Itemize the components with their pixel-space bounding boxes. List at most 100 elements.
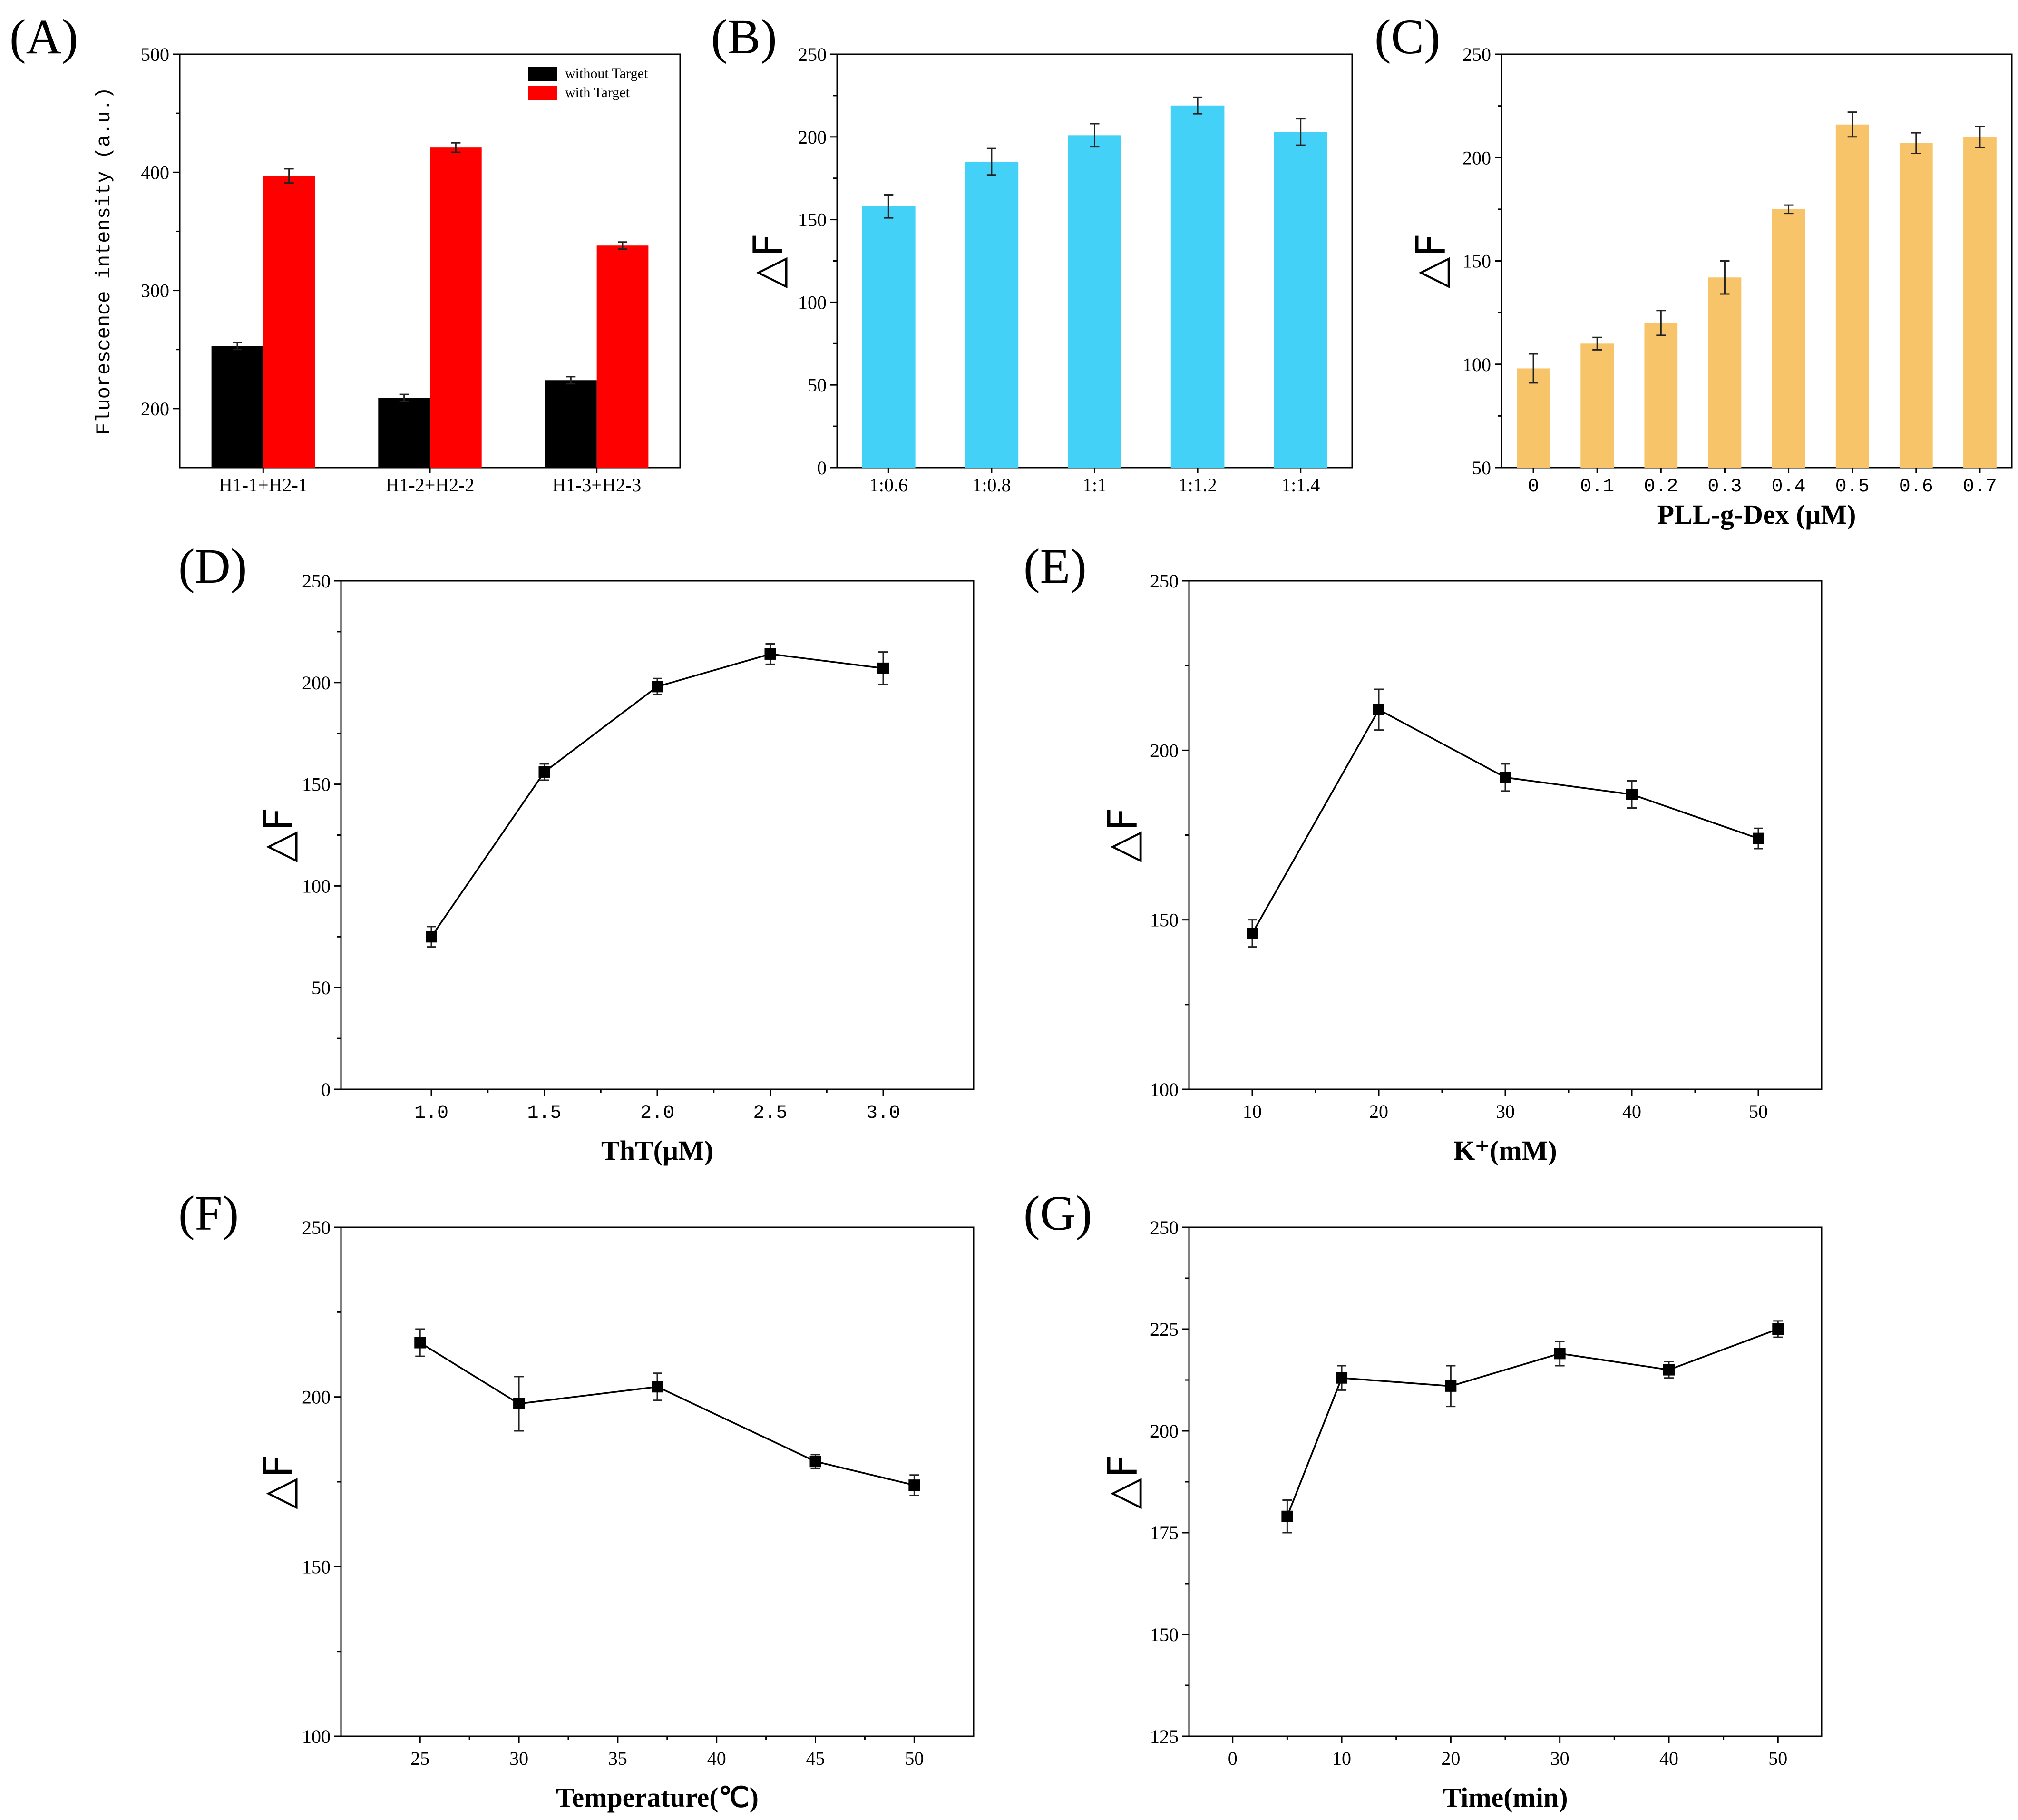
y-tick-label: 250: [1150, 570, 1179, 592]
y-tick-label: 100: [302, 875, 331, 897]
error-bar: [566, 376, 576, 385]
bar-with-target: [596, 245, 649, 468]
bar: [1274, 132, 1328, 468]
y-tick-label: 225: [1150, 1319, 1179, 1340]
x-tick-label: 1:1.2: [1179, 474, 1217, 496]
x-tick-label: 0.7: [1963, 476, 1997, 498]
y-axis-title: △F: [1099, 1454, 1147, 1509]
data-point: [1772, 1323, 1784, 1335]
y-tick-label: 200: [302, 672, 331, 694]
x-tick-label: 0.1: [1580, 476, 1614, 498]
bar: [1170, 105, 1225, 468]
y-tick-label: 50: [808, 374, 827, 396]
bar: [1963, 137, 1997, 468]
plot-frame: [1188, 1226, 1823, 1737]
x-axis-title: K⁺(mM): [1453, 1135, 1557, 1166]
y-axis-title: △F: [1407, 234, 1455, 289]
plot-frame: [1188, 580, 1823, 1090]
plot-frame: [340, 580, 975, 1090]
x-tick-label: 30: [1550, 1748, 1570, 1769]
bar: [1835, 124, 1869, 468]
data-point: [1445, 1380, 1457, 1392]
y-tick-label: 0: [321, 1079, 331, 1100]
bar-with-target: [430, 147, 482, 468]
panel-f: (F) 100 150 200 250 △F 25 30 35 40 45 50 Temperature…: [178, 1186, 975, 1813]
y-tick-label: 200: [141, 398, 169, 420]
error-bar: [399, 393, 409, 402]
y-tick-label: 100: [1462, 354, 1491, 375]
error-bar: [986, 147, 996, 176]
panel-c: (C) 50 100 150 200 250 △F 0 0.1 0.2 0.3 0.4 0.5 0.6 0.…: [1375, 10, 2013, 530]
bar-without-target: [378, 398, 430, 468]
bar-with-target: [263, 176, 315, 468]
bar: [1644, 323, 1678, 468]
x-tick-label: 45: [806, 1748, 825, 1769]
x-tick-label: H1-2+H2-2: [386, 474, 475, 496]
series-line: [430, 653, 884, 938]
bar-without-target: [545, 380, 597, 468]
x-tick-label: 1:1: [1082, 474, 1107, 496]
x-axis-title: ThT(μM): [601, 1135, 713, 1166]
error-bar: [1847, 111, 1857, 138]
x-tick-label: H1-1+H2-1: [219, 474, 308, 496]
data-point: [1281, 1510, 1293, 1522]
x-tick-label: 30: [1496, 1101, 1515, 1122]
y-tick-label: 250: [1150, 1217, 1179, 1238]
panel-label-b: (B): [711, 10, 777, 64]
data-point: [652, 681, 663, 693]
x-tick-label: 20: [1441, 1748, 1460, 1769]
x-tick-label: 1:0.8: [972, 474, 1011, 496]
x-tick-label: 2.5: [753, 1103, 787, 1124]
y-tick-label: 200: [1462, 147, 1491, 168]
error-bar: [451, 142, 461, 153]
x-tick-label: 20: [1369, 1101, 1388, 1122]
data-point: [764, 648, 776, 660]
data-point: [538, 766, 550, 778]
bar: [1517, 368, 1550, 468]
x-tick-label: 0: [1528, 476, 1539, 498]
x-tick-label: 1.0: [414, 1103, 448, 1124]
y-tick-label: 200: [1150, 740, 1179, 761]
data-point: [414, 1337, 426, 1349]
x-tick-label: 1.5: [527, 1103, 561, 1124]
x-tick-label: 1:1.4: [1281, 474, 1320, 496]
x-tick-label: 0.2: [1644, 476, 1678, 498]
y-tick-label: 150: [302, 774, 331, 795]
y-tick-label: 300: [141, 280, 169, 302]
y-axis-title: △F: [745, 234, 792, 289]
data-point: [1373, 704, 1384, 715]
y-tick-label: 150: [302, 1556, 331, 1577]
data-point: [652, 1381, 663, 1393]
y-tick-label: 200: [302, 1387, 331, 1408]
panel-d: (D) 0 50 100 150 200 250 △F 1.0 1.5 2.0 2.5 3.0 ThT(μ…: [178, 539, 975, 1166]
panel-g: (G) 125 150 175 200 225 250 △F 0 10 20 30 40 50 Time(m…: [1024, 1186, 1823, 1813]
bar: [1708, 277, 1742, 468]
x-tick-label: 2.0: [640, 1103, 674, 1124]
x-tick-label: 50: [1749, 1101, 1768, 1122]
y-axis-title: △F: [255, 808, 302, 863]
data-point: [1247, 928, 1258, 939]
legend-swatch: [528, 67, 557, 81]
panel-e: (E) 100 150 200 250 △F 10 20 30 40 50 K⁺(mM): [1024, 539, 1823, 1166]
series-line: [1286, 1328, 1778, 1517]
panel-b: (B) 0 50 100 150 200 250 △F 1:0.6 1:0.8 1:1 1:1.2 1:…: [711, 10, 1353, 496]
legend-swatch: [528, 86, 557, 100]
y-tick-label: 100: [798, 292, 827, 313]
bar-without-target: [211, 346, 263, 468]
x-axis-title: Temperature(℃): [556, 1782, 759, 1813]
x-tick-label: 1:0.6: [869, 474, 908, 496]
data-point: [1663, 1364, 1675, 1376]
data-point: [877, 662, 889, 674]
x-tick-label: 10: [1243, 1101, 1262, 1122]
error-bar: [884, 194, 894, 219]
x-tick-label: 40: [1659, 1748, 1678, 1769]
x-tick-label: 0.6: [1899, 476, 1933, 498]
y-axis-title: Fluorescence intensity (a.u.): [93, 87, 116, 435]
x-tick-label: 40: [707, 1748, 726, 1769]
legend-label: without Target: [565, 66, 648, 81]
y-axis-title: △F: [255, 1454, 302, 1509]
panel-label-a: (A): [10, 10, 78, 64]
bar: [1068, 135, 1121, 468]
y-tick-label: 200: [798, 127, 827, 148]
data-point: [1336, 1372, 1348, 1384]
